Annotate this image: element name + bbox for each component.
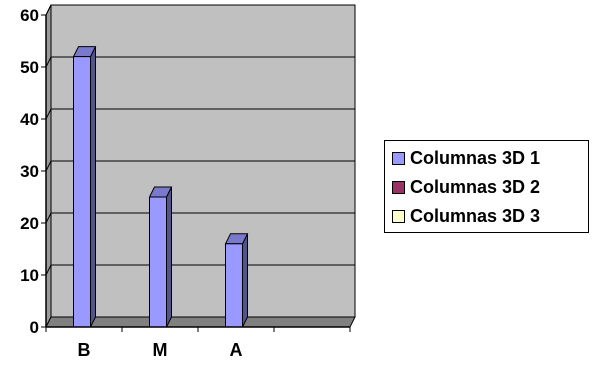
- legend-label-series-1: Columnas 3D 1: [410, 148, 541, 168]
- gridline-side-60: [45, 4, 52, 16]
- y-tick-label-40: 40: [20, 110, 39, 129]
- gridline-side-30: [45, 160, 52, 172]
- y-tick-label-20: 20: [20, 214, 39, 233]
- bar-front-M: [149, 196, 167, 328]
- gridline-side-20: [45, 212, 52, 224]
- gridline-side-10: [45, 264, 52, 276]
- y-tick-label-10: 10: [20, 266, 39, 285]
- legend-item-series-3: Columnas 3D 3: [392, 202, 588, 231]
- x-tick-label-B: B: [78, 340, 91, 360]
- bar-front-B: [73, 56, 91, 328]
- legend-item-series-2: Columnas 3D 2: [392, 173, 588, 202]
- legend: Columnas 3D 1 Columnas 3D 2 Columnas 3D …: [384, 140, 589, 233]
- bar-A: [224, 233, 249, 328]
- bar-side-M: [166, 186, 172, 328]
- gridline-side-50: [45, 56, 52, 68]
- bar-side-A: [242, 233, 248, 328]
- bar-M: [148, 186, 173, 328]
- y-tick-label-60: 60: [20, 6, 39, 25]
- y-tick-label-0: 0: [30, 318, 39, 337]
- x-tick-label-A: A: [230, 340, 243, 360]
- bar-side-B: [90, 46, 96, 328]
- gridline-side-40: [45, 108, 52, 120]
- y-tick-label-50: 50: [20, 58, 39, 77]
- legend-label-series-2: Columnas 3D 2: [410, 177, 541, 197]
- legend-swatch-series-2: [392, 181, 405, 194]
- x-tick-label-M: M: [153, 340, 168, 360]
- bar-front-A: [225, 243, 243, 328]
- legend-swatch-series-3: [392, 210, 405, 223]
- legend-label-series-3: Columnas 3D 3: [410, 206, 541, 226]
- legend-swatch-series-1: [392, 152, 405, 165]
- y-tick-label-30: 30: [20, 162, 39, 181]
- bar-B: [72, 46, 97, 328]
- legend-item-series-1: Columnas 3D 1: [392, 144, 588, 173]
